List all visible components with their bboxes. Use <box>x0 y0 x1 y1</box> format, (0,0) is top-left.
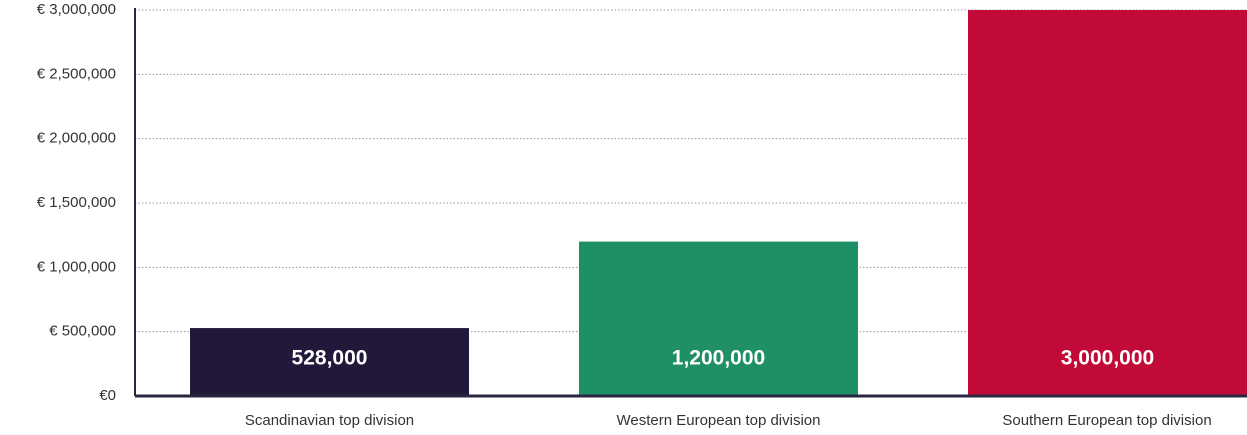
y-tick-label: €0 <box>99 387 116 404</box>
bar <box>190 328 469 396</box>
bar <box>579 241 858 396</box>
y-tick-label: € 2,000,000 <box>37 130 116 147</box>
value-label: 528,000 <box>292 347 368 370</box>
y-tick-label: € 1,000,000 <box>37 258 116 275</box>
bar <box>968 10 1247 396</box>
value-label: 1,200,000 <box>672 347 765 370</box>
x-tick-label: Southern European top division <box>1002 412 1211 429</box>
y-tick-label: € 2,500,000 <box>37 65 116 82</box>
y-tick-label: € 3,000,000 <box>37 1 116 18</box>
value-label: 3,000,000 <box>1061 347 1154 370</box>
y-tick-label: € 500,000 <box>49 323 116 340</box>
x-tick-label: Scandinavian top division <box>245 412 414 429</box>
y-tick-label: € 1,500,000 <box>37 194 116 211</box>
x-tick-label: Western European top division <box>616 412 820 429</box>
